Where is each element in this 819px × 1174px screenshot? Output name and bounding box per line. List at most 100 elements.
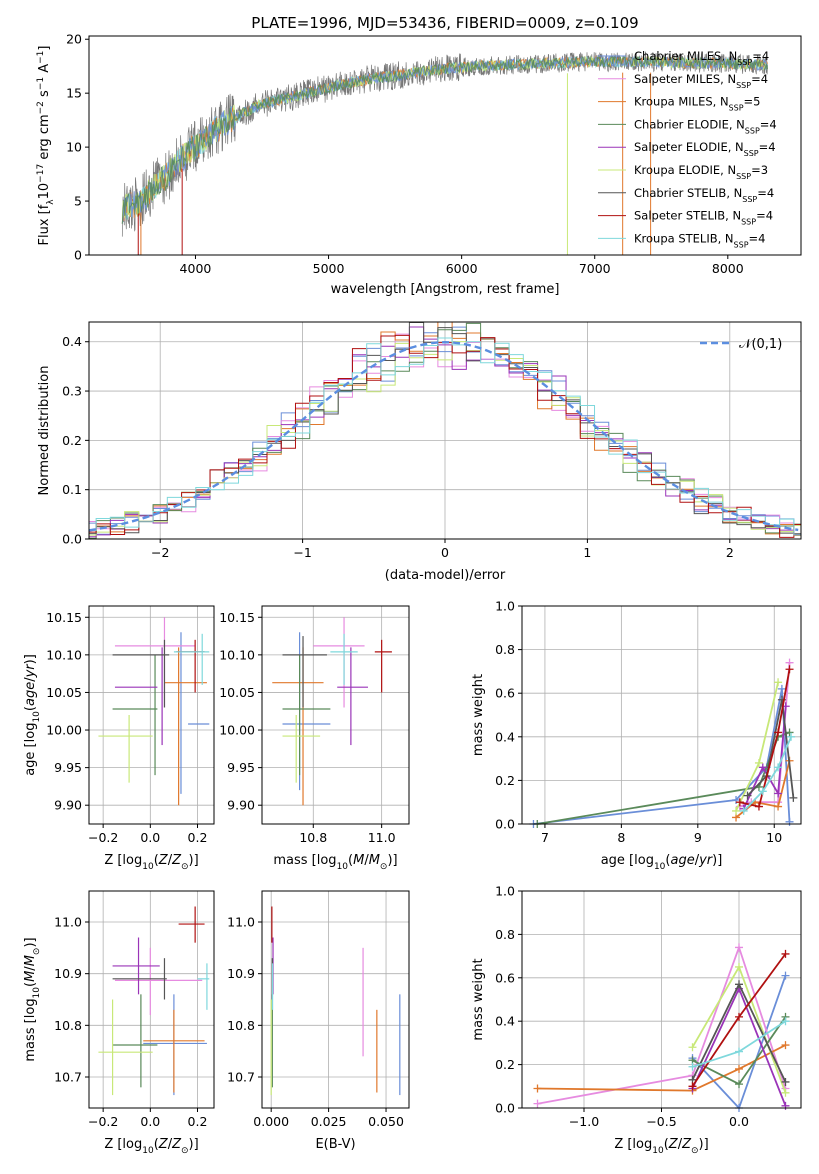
- weight-marker: [688, 1043, 697, 1052]
- x-tick-label: 6000: [446, 261, 478, 276]
- x-axis-label: (data-model)/error: [385, 568, 506, 583]
- legend-label: Salpeter STELIB, NSSP=4: [634, 209, 773, 227]
- spectrum-plot-area: [121, 50, 768, 255]
- y-axis-label-part: 10: [32, 987, 42, 999]
- y-axis-label-part: yr: [23, 663, 38, 679]
- x-axis-label-part: ⊙: [181, 1146, 189, 1156]
- x-axis-label-part: Z [log: [104, 1137, 142, 1152]
- axes-mass_vs_EBV: 0.000 0.025 0.050 10.7 10.8 10.9 11.0 E(B-V): [227, 890, 410, 1152]
- x-axis-label: E(B-V): [315, 1137, 355, 1152]
- x-axis-label-part: 10: [652, 1146, 664, 1156]
- x-axis-label-part: /: [168, 853, 173, 868]
- y-tick-label: 0.2: [495, 1057, 515, 1072]
- y-axis-label-part: )]: [23, 937, 38, 947]
- legend-label-text: Chabrier STELIB, N: [634, 186, 742, 200]
- figure-title: PLATE=1996, MJD=53436, FIBERID=0009, z=0…: [251, 14, 638, 32]
- x-axis-label-part: Z: [681, 1137, 692, 1152]
- y-tick-label: 10.05: [219, 685, 255, 700]
- y-tick-label: 0.8: [495, 927, 515, 942]
- legend-label: 𝒩(0,1): [739, 337, 782, 352]
- legend-label: Chabrier ELODIE, NSSP=4: [634, 117, 777, 135]
- weight-series-6: [746, 699, 795, 798]
- y-axis-label: Flux [fλ10−17 erg cm−2 s−1 A−1]: [36, 46, 56, 246]
- x-axis-label: mass [log10(M/M⊙)]: [273, 853, 397, 872]
- y-axis-label-part: M: [23, 955, 38, 966]
- x-tick-label: 0: [441, 545, 449, 560]
- y-axis-label-part: age [log: [23, 723, 38, 776]
- axes-age_vs_mass: 10.8 11.0 9.90 9.95 10.00 10.05 10.10 10.15 mass…: [219, 605, 410, 872]
- residual-histogram-5: [89, 337, 801, 536]
- legend-label: Salpeter ELODIE, NSSP=4: [634, 140, 776, 158]
- legend-label-text: Salpeter MILES, N: [634, 72, 736, 86]
- x-axis-label-part: M: [353, 853, 364, 868]
- weight-marker: [735, 1080, 743, 1089]
- weight-marker: [774, 763, 783, 772]
- legend-label-sub: SSP: [745, 126, 760, 135]
- y-axis-label-part: 10: [37, 183, 52, 200]
- legend-label-sub: SSP: [734, 240, 749, 249]
- x-axis-label-part: age [log: [601, 853, 654, 868]
- y-tick-label: 10.00: [46, 723, 82, 738]
- y-tick-label: 9.90: [54, 798, 82, 813]
- legend-label-sub: SSP: [736, 172, 751, 181]
- legend-label-count: =4: [760, 117, 777, 131]
- weight-marker: [785, 817, 794, 826]
- y-tick-label: 1.0: [495, 599, 515, 614]
- y-tick-label: 0.2: [495, 773, 515, 788]
- y-tick-label: 0.2: [62, 433, 82, 448]
- x-axis-label-part: Z [log: [614, 1137, 652, 1152]
- x-tick-label: 0.050: [368, 1114, 404, 1129]
- x-axis-label-part: )]: [699, 1137, 709, 1152]
- x-axis-label-part: age: [670, 853, 694, 868]
- axes-mass_vs_Z: −0.2 0.0 0.210.710.810.911.0Z [log10(Z/Z⊙)…: [23, 890, 215, 1156]
- y-axis-label: mass weight: [471, 674, 486, 756]
- frame-age_vs_Z: [88, 605, 215, 825]
- x-axis-label-part: Z [log: [104, 853, 142, 868]
- y-axis-label-part: λ: [46, 199, 56, 205]
- legend-label-text: Chabrier MILES, N: [634, 49, 737, 63]
- residual-histogram-0: [89, 326, 801, 535]
- x-axis-label-part: (: [664, 1137, 669, 1152]
- x-tick-label: 5000: [313, 261, 345, 276]
- y-tick-label: 9.95: [54, 760, 82, 775]
- y-tick-label: 10.15: [46, 610, 82, 625]
- legend-label-count: =4: [751, 72, 768, 86]
- x-tick-label: 0.0: [729, 1114, 749, 1129]
- legend-label-sub: SSP: [729, 103, 744, 112]
- weight-series-2: [537, 1044, 786, 1092]
- x-axis-label-part: )]: [189, 1137, 199, 1152]
- weight-marker: [781, 949, 790, 958]
- legend-label-text: Salpeter ELODIE, N: [634, 140, 744, 154]
- y-tick-label: 10.7: [227, 1070, 255, 1085]
- legend-label-count: =4: [752, 49, 769, 63]
- x-axis-label-part: Z: [668, 1137, 679, 1152]
- x-tick-label: 4000: [180, 261, 212, 276]
- y-tick-label: 0.0: [62, 532, 82, 547]
- x-tick-label: 0.0: [140, 1114, 160, 1129]
- weight-marker: [743, 791, 752, 800]
- x-tick-label: 2: [726, 545, 734, 560]
- y-axis-label-part: −1: [36, 77, 46, 90]
- legend-label-count: =4: [759, 140, 776, 154]
- y-axis-label-part: −17: [36, 164, 46, 183]
- y-tick-label: 10: [66, 140, 82, 155]
- y-tick-label: 1.0: [495, 884, 515, 899]
- weight-marker: [533, 1084, 542, 1093]
- x-axis-label-part: /: [364, 853, 369, 868]
- weight-marker: [774, 728, 783, 737]
- x-tick-label: 9: [694, 830, 702, 845]
- residual-histogram-6: [89, 322, 801, 535]
- y-tick-label: 10.8: [227, 1018, 255, 1033]
- y-axis-label-part: s: [37, 90, 52, 101]
- x-axis-label-part: )]: [189, 853, 199, 868]
- y-tick-label: 9.90: [227, 798, 255, 813]
- x-tick-label: −0.2: [88, 1114, 118, 1129]
- x-axis-label-part: yr: [698, 853, 714, 868]
- weight-marker: [688, 1082, 697, 1091]
- y-tick-label: 10.00: [219, 723, 255, 738]
- x-tick-label: 0.025: [311, 1114, 347, 1129]
- y-tick-label: 0.0: [495, 817, 515, 832]
- y-tick-label: 0.0: [495, 1101, 515, 1116]
- y-tick-label: 10.10: [219, 647, 255, 662]
- legend-label-count: =4: [749, 231, 766, 245]
